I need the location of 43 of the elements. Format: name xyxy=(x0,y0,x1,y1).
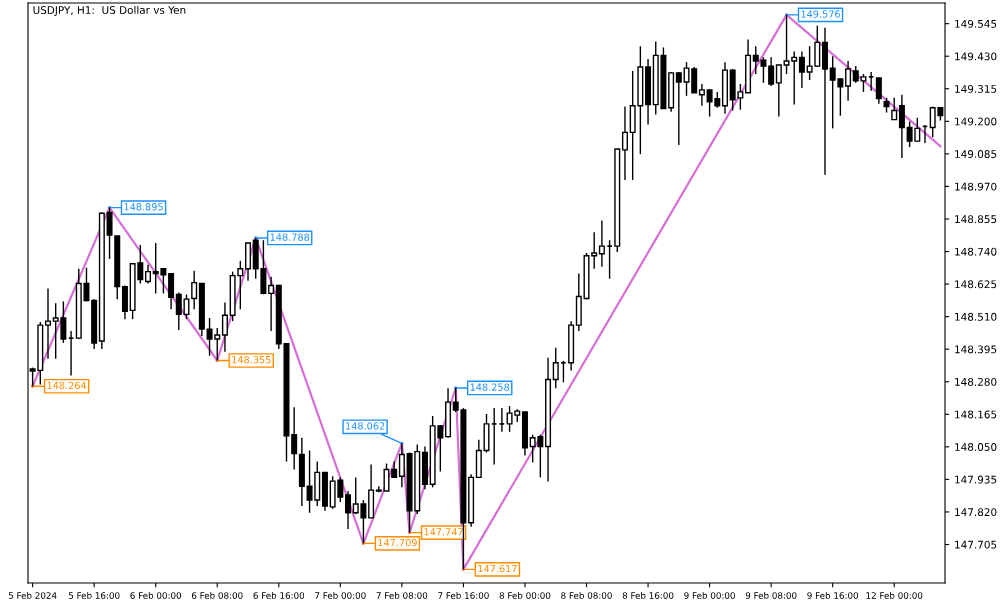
x-tick-label: 6 Feb 00:00 xyxy=(130,592,182,599)
y-tick-label: 149.315 xyxy=(955,85,997,93)
data-label: 148.895 xyxy=(124,203,163,211)
y-tick-label: 147.705 xyxy=(955,540,997,549)
x-tick-label: 8 Feb 08:00 xyxy=(561,592,612,599)
chart-title: USDJPY, H1: US Dollar vs Yen xyxy=(33,5,186,16)
y-tick-label: 149.200 xyxy=(955,117,997,126)
x-tick-label: 9 Feb 08:00 xyxy=(745,592,797,599)
data-label: 147.617 xyxy=(478,564,517,573)
x-tick-label: 9 Feb 00:00 xyxy=(684,592,735,599)
x-tick-label: 7 Feb 08:00 xyxy=(376,592,428,599)
x-tick-label: 6 Feb 08:00 xyxy=(191,592,243,599)
y-tick-label: 147.935 xyxy=(955,475,997,484)
data-label: 148.788 xyxy=(270,233,310,241)
y-tick-label: 148.855 xyxy=(955,215,997,224)
x-tick-label: 9 Feb 16:00 xyxy=(807,592,859,599)
y-tick-label: 149.085 xyxy=(955,150,997,158)
x-tick-label: 7 Feb 16:00 xyxy=(438,592,489,599)
y-tick-label: 148.625 xyxy=(955,280,997,289)
y-tick-label: 148.280 xyxy=(955,377,997,386)
x-tick-label: 6 Feb 16:00 xyxy=(253,592,305,599)
y-tick-label: 149.545 xyxy=(955,19,997,28)
x-tick-label: 7 Feb 00:00 xyxy=(315,592,366,599)
data-label: 147.709 xyxy=(378,538,417,547)
y-tick-label: 148.165 xyxy=(955,410,997,419)
x-tick-label: 5 Feb 2024 xyxy=(8,592,57,599)
x-tick-label: 12 Feb 00:00 xyxy=(866,592,923,599)
data-label: 147.747 xyxy=(424,528,463,536)
data-label: 148.264 xyxy=(47,381,87,390)
y-tick-label: 147.820 xyxy=(955,508,997,517)
x-tick-label: 8 Feb 16:00 xyxy=(622,592,674,599)
data-label: 148.258 xyxy=(470,383,510,391)
x-tick-label: 5 Feb 16:00 xyxy=(68,592,120,599)
data-label: 148.355 xyxy=(232,355,271,364)
y-tick-label: 148.395 xyxy=(955,345,997,354)
x-tick-label: 8 Feb 00:00 xyxy=(499,592,551,599)
y-tick-label: 148.510 xyxy=(955,312,997,321)
data-label: 148.062 xyxy=(346,422,385,430)
y-tick-label: 149.430 xyxy=(955,52,997,61)
y-tick-label: 148.740 xyxy=(955,247,997,256)
data-label: 149.576 xyxy=(801,10,841,18)
y-tick-label: 148.050 xyxy=(955,443,997,451)
y-tick-label: 148.970 xyxy=(955,182,997,191)
